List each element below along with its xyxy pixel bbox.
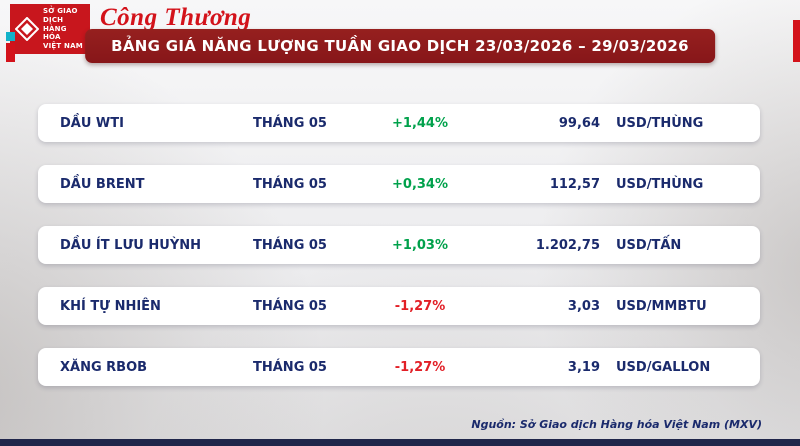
mxv-logo-line3: VIỆT NAM	[43, 42, 83, 51]
commodity-name: DẦU ÍT LƯU HUỲNH	[60, 237, 202, 253]
commodity-name: DẦU WTI	[60, 115, 124, 131]
commodity-name: XĂNG RBOB	[60, 359, 148, 375]
change-percent: +0,34%	[392, 176, 448, 192]
source-note: Nguồn: Sở Giao dịch Hàng hóa Việt Nam (M…	[471, 418, 762, 431]
price-table: DẦU WTI THÁNG 05 +1,44% 99,64 USD/THÙNG …	[38, 104, 760, 409]
price-value: 3,19	[567, 359, 600, 375]
table-row: DẦU BRENT THÁNG 05 +0,34% 112,57 USD/THÙ…	[38, 165, 760, 203]
commodity-name: DẦU BRENT	[60, 176, 145, 192]
price-value: 1.202,75	[535, 237, 600, 253]
change-percent: -1,27%	[394, 298, 446, 314]
mxv-logo-line1: SỞ GIAO DỊCH	[43, 7, 78, 24]
change-percent: -1,27%	[394, 359, 446, 375]
contract-month: THÁNG 05	[253, 298, 327, 314]
mxv-logo-line2: HÀNG HÓA	[43, 24, 67, 42]
price-unit: USD/TẤN	[616, 237, 682, 253]
bottom-bar	[0, 439, 800, 446]
table-row: KHÍ TỰ NHIÊN THÁNG 05 -1,27% 3,03 USD/MM…	[38, 287, 760, 325]
contract-month: THÁNG 05	[253, 359, 327, 375]
left-red-accent	[6, 43, 15, 62]
left-cyan-accent	[6, 32, 15, 41]
price-unit: USD/GALLON	[616, 359, 711, 375]
mxv-logo-text: SỞ GIAO DỊCH HÀNG HÓA VIỆT NAM	[43, 7, 85, 51]
price-value: 99,64	[558, 115, 600, 131]
price-value: 3,03	[567, 298, 600, 314]
commodity-name: KHÍ TỰ NHIÊN	[60, 298, 161, 314]
price-value: 112,57	[549, 176, 600, 192]
change-percent: +1,03%	[392, 237, 448, 253]
contract-month: THÁNG 05	[253, 115, 327, 131]
price-unit: USD/THÙNG	[616, 115, 704, 131]
table-row: DẦU ÍT LƯU HUỲNH THÁNG 05 +1,03% 1.202,7…	[38, 226, 760, 264]
price-unit: USD/THÙNG	[616, 176, 704, 192]
contract-month: THÁNG 05	[253, 237, 327, 253]
price-unit: USD/MMBTU	[616, 298, 707, 314]
mxv-diamond-icon	[14, 16, 40, 42]
table-row: XĂNG RBOB THÁNG 05 -1,27% 3,19 USD/GALLO…	[38, 348, 760, 386]
contract-month: THÁNG 05	[253, 176, 327, 192]
mxv-logo: SỞ GIAO DỊCH HÀNG HÓA VIỆT NAM	[10, 4, 90, 54]
congthuong-logo: Công Thương	[100, 4, 252, 31]
change-percent: +1,44%	[392, 115, 448, 131]
right-red-accent	[793, 20, 800, 62]
page-title: BẢNG GIÁ NĂNG LƯỢNG TUẦN GIAO DỊCH 23/03…	[85, 29, 715, 63]
table-row: DẦU WTI THÁNG 05 +1,44% 99,64 USD/THÙNG	[38, 104, 760, 142]
